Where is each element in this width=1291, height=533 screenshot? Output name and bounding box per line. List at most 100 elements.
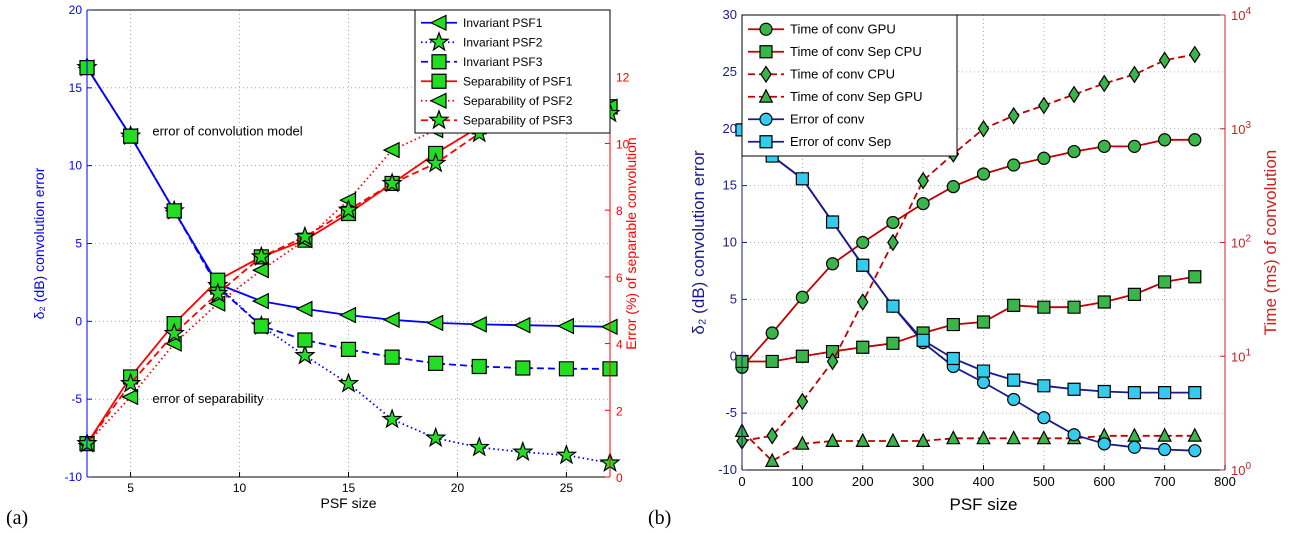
x-tick-label: 0 [738, 474, 745, 489]
data-point [468, 436, 490, 457]
data-point [119, 372, 142, 393]
legend-entry: Invariant PSF1 [463, 16, 543, 30]
data-point [513, 316, 531, 334]
y-tick-label-left: 20 [69, 3, 83, 17]
y-axis-label-right: Error (%) of separable convolution [623, 137, 639, 349]
series-line [741, 53, 1195, 442]
x-tick-label: 20 [451, 481, 465, 495]
data-point [855, 432, 871, 447]
data-point [856, 258, 870, 272]
data-point [764, 452, 780, 467]
y-axis-label-left: δ₂ (dB) convolution error [689, 150, 708, 335]
legend-entry: Invariant PSF2 [463, 35, 543, 49]
data-point [1128, 65, 1141, 84]
data-point [253, 318, 269, 334]
data-point [294, 344, 316, 365]
data-point [1188, 444, 1202, 458]
y-tick-label-right: 0 [616, 471, 623, 485]
y-tick-label-left: 5 [75, 237, 82, 251]
legend-entry: Separability of PSF1 [463, 74, 573, 88]
series-3 [734, 422, 1203, 467]
data-point [251, 292, 269, 310]
data-point [1187, 427, 1203, 442]
data-point [1097, 139, 1111, 153]
series-0 [735, 133, 1202, 374]
y-tick-label-left: 25 [723, 64, 737, 79]
y-tick-label-left: 0 [75, 314, 82, 328]
data-point [976, 364, 991, 378]
y-axis-label-left: δ₂ (dB) convolution error [31, 167, 47, 319]
legend-entry: Time of conv Sep CPU [790, 44, 922, 59]
data-point [340, 341, 357, 357]
data-point [946, 430, 961, 445]
series-line [742, 275, 1195, 363]
y-tick-label-left: 30 [723, 7, 737, 22]
data-point [382, 311, 400, 329]
data-point [886, 336, 900, 350]
data-point [856, 293, 869, 311]
data-point [382, 141, 400, 159]
data-point [1188, 133, 1202, 147]
x-tick-label: 800 [1214, 474, 1236, 489]
legend-swatch-marker [759, 112, 773, 126]
data-point [1188, 45, 1201, 64]
y-tick-label-right: 10 [616, 137, 630, 151]
data-point [600, 318, 618, 336]
legend-swatch-marker [428, 109, 450, 130]
y-tick-label-left: 10 [723, 235, 737, 250]
data-point [1188, 386, 1202, 400]
data-point [795, 172, 809, 186]
data-point [1188, 270, 1202, 284]
data-point [471, 358, 487, 375]
y-tick-label-right: 103 [1231, 120, 1251, 137]
data-point [765, 326, 779, 340]
data-point [1097, 437, 1111, 451]
y-tick-label-left: 15 [723, 178, 737, 193]
series-line [741, 430, 1195, 463]
data-point [515, 360, 531, 376]
data-point [765, 354, 779, 369]
data-point [337, 372, 360, 393]
y-tick-label-right: 6 [616, 271, 623, 285]
data-point [381, 172, 403, 193]
data-point [1158, 133, 1172, 147]
data-point [1037, 379, 1051, 393]
legend-swatch-marker [759, 45, 773, 59]
data-point [796, 392, 809, 411]
legend-entry: Time of conv GPU [790, 21, 896, 36]
data-point [886, 215, 900, 230]
data-point [1127, 139, 1142, 153]
data-point [1007, 158, 1021, 172]
x-axis-label: PSF size [949, 495, 1017, 514]
data-point [976, 315, 991, 329]
data-point [1007, 392, 1021, 407]
data-point [1067, 144, 1081, 159]
y-tick-label-left: 0 [730, 348, 737, 363]
data-point [946, 351, 960, 366]
x-tick-label: 400 [973, 474, 995, 489]
x-tick-label: 700 [1154, 474, 1176, 489]
data-point [428, 355, 444, 371]
annotation: error of convolution model [152, 123, 302, 138]
data-point [856, 340, 870, 354]
data-point [885, 432, 901, 447]
data-point [946, 180, 960, 194]
y-tick-label-right: 2 [616, 404, 623, 418]
x-tick-label: 300 [912, 474, 934, 489]
data-point [425, 152, 447, 173]
legend-entry: Time of conv CPU [790, 66, 895, 81]
data-point [166, 203, 182, 219]
data-point [1007, 298, 1021, 312]
data-point [886, 299, 900, 313]
data-point [766, 426, 779, 445]
y-axis-label-right: Time (ms) of convolution [1261, 150, 1280, 335]
legend-swatch-marker [429, 14, 447, 32]
chart-panel-b: 0 100 200 300 400 500 600 700 800 -10 -5 0 5 10 15 20 25… [689, 6, 1280, 514]
data-point [1068, 85, 1080, 104]
legend-entry: Separability of PSF2 [463, 94, 573, 108]
data-point [1127, 440, 1142, 454]
data-point [795, 349, 809, 363]
x-tick-label: 15 [342, 481, 356, 495]
data-point [121, 388, 139, 406]
